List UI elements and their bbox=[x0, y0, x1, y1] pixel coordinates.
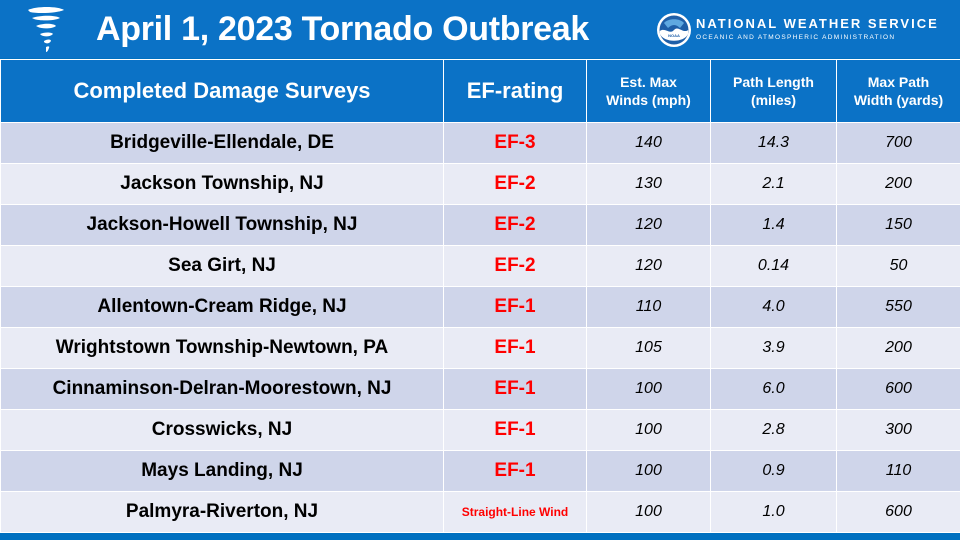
table-row: Crosswicks, NJ EF-1 100 2.8 300 bbox=[0, 409, 960, 451]
cell-path-length: 6.0 bbox=[710, 368, 837, 410]
cell-location: Allentown-Cream Ridge, NJ bbox=[0, 286, 444, 328]
column-header-path-width-line2: Width (yards) bbox=[853, 92, 944, 108]
cell-location: Jackson-Howell Township, NJ bbox=[0, 204, 444, 246]
cell-path-length: 4.0 bbox=[710, 286, 837, 328]
cell-path-width: 50 bbox=[836, 245, 960, 287]
cell-rating: Straight-Line Wind bbox=[443, 491, 587, 533]
column-header-path-length: Path Length (miles) bbox=[710, 59, 837, 123]
column-header-winds: Est. Max Winds (mph) bbox=[586, 59, 711, 123]
table-row: Palmyra-Riverton, NJ Straight-Line Wind … bbox=[0, 491, 960, 533]
column-header-ef-rating: EF-rating bbox=[443, 59, 587, 123]
cell-path-length: 1.0 bbox=[710, 491, 837, 533]
damage-survey-table: Completed Damage Surveys EF-rating Est. … bbox=[0, 59, 960, 533]
column-header-path-width-line1: Max Path bbox=[867, 74, 930, 90]
noaa-logo-icon: NOAA bbox=[657, 13, 691, 47]
cell-path-width: 110 bbox=[836, 450, 960, 492]
cell-path-length: 2.8 bbox=[710, 409, 837, 451]
noaa-text: NOAA bbox=[668, 33, 680, 38]
table-row: Jackson-Howell Township, NJ EF-2 120 1.4… bbox=[0, 204, 960, 246]
cell-winds: 100 bbox=[586, 450, 711, 492]
cell-winds: 100 bbox=[586, 409, 711, 451]
cell-winds: 130 bbox=[586, 163, 711, 205]
cell-location: Jackson Township, NJ bbox=[0, 163, 444, 205]
cell-location: Palmyra-Riverton, NJ bbox=[0, 491, 444, 533]
cell-path-width: 700 bbox=[836, 122, 960, 164]
page-title: April 1, 2023 Tornado Outbreak bbox=[96, 10, 589, 48]
column-header-winds-line1: Est. Max bbox=[620, 74, 677, 90]
cell-rating: EF-1 bbox=[443, 327, 587, 369]
cell-location: Crosswicks, NJ bbox=[0, 409, 444, 451]
cell-winds: 105 bbox=[586, 327, 711, 369]
cell-rating: EF-1 bbox=[443, 368, 587, 410]
cell-rating: EF-3 bbox=[443, 122, 587, 164]
cell-path-width: 200 bbox=[836, 327, 960, 369]
cell-path-length: 0.9 bbox=[710, 450, 837, 492]
cell-path-width: 300 bbox=[836, 409, 960, 451]
cell-rating: EF-1 bbox=[443, 450, 587, 492]
table-row: Mays Landing, NJ EF-1 100 0.9 110 bbox=[0, 450, 960, 492]
table-row: Cinnaminson-Delran-Moorestown, NJ EF-1 1… bbox=[0, 368, 960, 410]
cell-winds: 120 bbox=[586, 245, 711, 287]
cell-path-width: 550 bbox=[836, 286, 960, 328]
nws-logo-block: NOAA NATIONAL WEATHER SERVICE OCEANIC AN… bbox=[656, 12, 946, 48]
agency-subtitle: OCEANIC AND ATMOSPHERIC ADMINISTRATION bbox=[696, 34, 896, 41]
cell-path-width: 150 bbox=[836, 204, 960, 246]
cell-path-length: 14.3 bbox=[710, 122, 837, 164]
cell-path-length: 0.14 bbox=[710, 245, 837, 287]
cell-winds: 100 bbox=[586, 491, 711, 533]
table-row: Sea Girt, NJ EF-2 120 0.14 50 bbox=[0, 245, 960, 287]
cell-path-width: 600 bbox=[836, 491, 960, 533]
column-header-path-width: Max Path Width (yards) bbox=[836, 59, 960, 123]
cell-path-length: 2.1 bbox=[710, 163, 837, 205]
cell-location: Cinnaminson-Delran-Moorestown, NJ bbox=[0, 368, 444, 410]
table-header-row: Completed Damage Surveys EF-rating Est. … bbox=[0, 59, 960, 123]
column-header-location: Completed Damage Surveys bbox=[0, 59, 444, 123]
cell-rating: EF-1 bbox=[443, 409, 587, 451]
table-row: Wrightstown Township-Newtown, PA EF-1 10… bbox=[0, 327, 960, 369]
cell-location: Mays Landing, NJ bbox=[0, 450, 444, 492]
cell-winds: 140 bbox=[586, 122, 711, 164]
cell-location: Bridgeville-Ellendale, DE bbox=[0, 122, 444, 164]
tornado-icon bbox=[28, 7, 64, 52]
cell-winds: 100 bbox=[586, 368, 711, 410]
cell-rating: EF-1 bbox=[443, 286, 587, 328]
cell-location: Sea Girt, NJ bbox=[0, 245, 444, 287]
cell-path-width: 600 bbox=[836, 368, 960, 410]
cell-path-length: 3.9 bbox=[710, 327, 837, 369]
cell-location: Wrightstown Township-Newtown, PA bbox=[0, 327, 444, 369]
table-row: Allentown-Cream Ridge, NJ EF-1 110 4.0 5… bbox=[0, 286, 960, 328]
title-bar: April 1, 2023 Tornado Outbreak NOAA NATI… bbox=[0, 0, 960, 58]
cell-rating: EF-2 bbox=[443, 204, 587, 246]
cell-winds: 120 bbox=[586, 204, 711, 246]
column-header-path-length-line1: Path Length bbox=[733, 74, 814, 90]
table-row: Bridgeville-Ellendale, DE EF-3 140 14.3 … bbox=[0, 122, 960, 164]
cell-rating: EF-2 bbox=[443, 245, 587, 287]
cell-rating: EF-2 bbox=[443, 163, 587, 205]
agency-name: NATIONAL WEATHER SERVICE bbox=[696, 16, 939, 31]
cell-path-length: 1.4 bbox=[710, 204, 837, 246]
table-row: Jackson Township, NJ EF-2 130 2.1 200 bbox=[0, 163, 960, 205]
column-header-winds-line2: Winds (mph) bbox=[606, 92, 691, 108]
column-header-path-length-line2: (miles) bbox=[750, 92, 797, 108]
cell-winds: 110 bbox=[586, 286, 711, 328]
cell-path-width: 200 bbox=[836, 163, 960, 205]
